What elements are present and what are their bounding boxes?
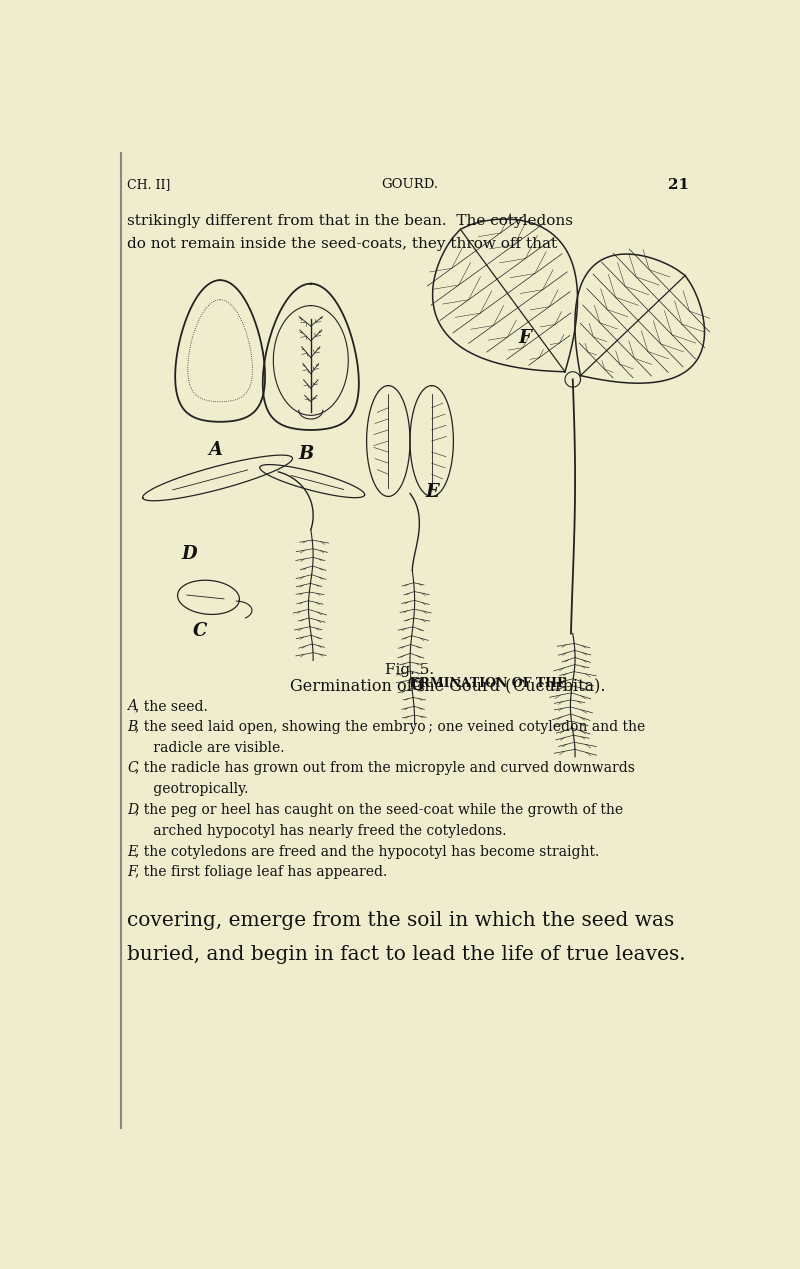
Text: , the cotyledons are freed and the hypocotyl has become straight.: , the cotyledons are freed and the hypoc… [135, 844, 599, 859]
Text: B: B [127, 720, 138, 733]
Text: F: F [127, 865, 137, 879]
Text: D: D [182, 544, 197, 563]
Text: G: G [410, 678, 424, 694]
Text: , the radicle has grown out from the micropyle and curved downwards: , the radicle has grown out from the mic… [135, 761, 634, 775]
Text: C: C [127, 761, 138, 775]
Text: B: B [298, 445, 314, 463]
Text: A: A [209, 442, 222, 459]
Text: CH. II]: CH. II] [127, 178, 170, 192]
Text: D: D [127, 803, 138, 817]
Text: radicle are visible.: radicle are visible. [127, 741, 285, 755]
Text: GOURD.: GOURD. [382, 178, 438, 192]
Text: geotropically.: geotropically. [127, 782, 249, 796]
Text: , the first foliage leaf has appeared.: , the first foliage leaf has appeared. [135, 865, 387, 879]
Text: 21: 21 [668, 178, 689, 192]
Text: E: E [426, 483, 439, 501]
Text: Germination of the Gourd ( Cucurbita).: Germination of the Gourd ( Cucurbita). [290, 678, 606, 694]
Text: E: E [127, 844, 138, 859]
Text: , the seed laid open, showing the embryo ; one veined cotyledon and the: , the seed laid open, showing the embryo… [135, 720, 645, 733]
Text: C: C [193, 622, 207, 640]
Text: , the seed.: , the seed. [135, 699, 208, 713]
Text: A: A [127, 699, 137, 713]
Text: F: F [518, 330, 531, 348]
Text: ERMINATION OF THE: ERMINATION OF THE [410, 678, 571, 690]
Text: covering, emerge from the soil in which the seed was: covering, emerge from the soil in which … [127, 911, 674, 930]
Text: Fig. 5.: Fig. 5. [386, 662, 434, 676]
Text: , the peg or heel has caught on the seed-coat while the growth of the: , the peg or heel has caught on the seed… [135, 803, 623, 817]
Text: do not remain inside the seed-coats, they throw off that: do not remain inside the seed-coats, the… [127, 237, 558, 251]
Text: buried, and begin in fact to lead the life of true leaves.: buried, and begin in fact to lead the li… [127, 945, 686, 964]
Text: arched hypocotyl has nearly freed the cotyledons.: arched hypocotyl has nearly freed the co… [127, 824, 506, 838]
Text: strikingly different from that in the bean.  The cotyledons: strikingly different from that in the be… [127, 214, 573, 228]
